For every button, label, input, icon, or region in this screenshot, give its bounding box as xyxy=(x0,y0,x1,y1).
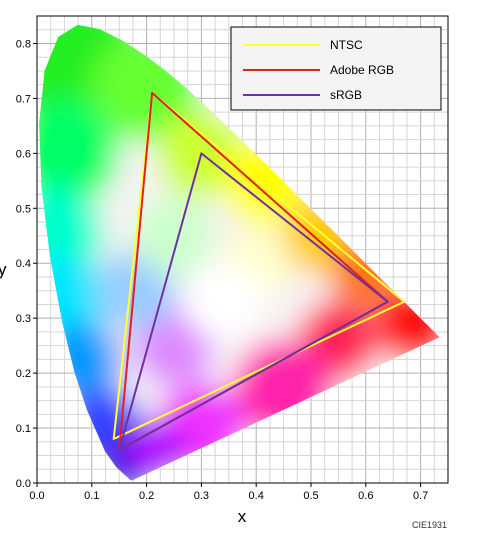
y-tick-label: 0.7 xyxy=(16,93,31,105)
x-tick-label: 0.4 xyxy=(249,490,264,502)
x-tick-label: 0.0 xyxy=(29,490,44,502)
y-tick-label: 0.8 xyxy=(16,38,31,50)
y-tick-label: 0.0 xyxy=(16,478,31,490)
gamut-triangles xyxy=(112,91,406,451)
y-tick-label: 0.4 xyxy=(16,258,31,270)
y-tick-label: 0.5 xyxy=(16,203,31,215)
gamut-color-blob xyxy=(134,195,214,276)
y-tick-label: 0.2 xyxy=(16,368,31,380)
x-tick-label: 0.3 xyxy=(194,490,209,502)
y-axis-ticks: 0.0 0.1 0.2 0.3 0.4 0.5 0.6 0.7 0.8 xyxy=(16,38,37,490)
gamut-triangle-ntsc xyxy=(112,91,406,440)
legend: NTSC Adobe RGB sRGB xyxy=(230,26,442,111)
gamut-triangle-srgb xyxy=(118,152,389,451)
x-tick-label: 0.2 xyxy=(139,490,154,502)
x-tick-label: 0.5 xyxy=(303,490,318,502)
footnote-cie1931: CIE1931 xyxy=(412,520,447,530)
x-axis-ticks: 0.0 0.1 0.2 0.3 0.4 0.5 0.6 0.7 xyxy=(29,483,428,502)
x-tick-label: 0.6 xyxy=(358,490,373,502)
x-tick-label: 0.7 xyxy=(413,490,428,502)
gamut-color-blob xyxy=(183,261,264,342)
x-axis-label: x xyxy=(238,507,247,526)
y-tick-label: 0.6 xyxy=(16,148,31,160)
y-tick-label: 0.1 xyxy=(16,423,31,435)
legend-label: NTSC xyxy=(330,38,363,52)
plot-frame xyxy=(36,15,449,484)
y-tick-label: 0.3 xyxy=(16,313,31,325)
gamut-color-blob xyxy=(39,98,120,209)
legend-box xyxy=(230,26,442,111)
legend-label: Adobe RGB xyxy=(330,63,394,77)
y-axis-label: y xyxy=(0,260,7,279)
x-tick-label: 0.1 xyxy=(84,490,99,502)
legend-label: sRGB xyxy=(330,88,362,102)
